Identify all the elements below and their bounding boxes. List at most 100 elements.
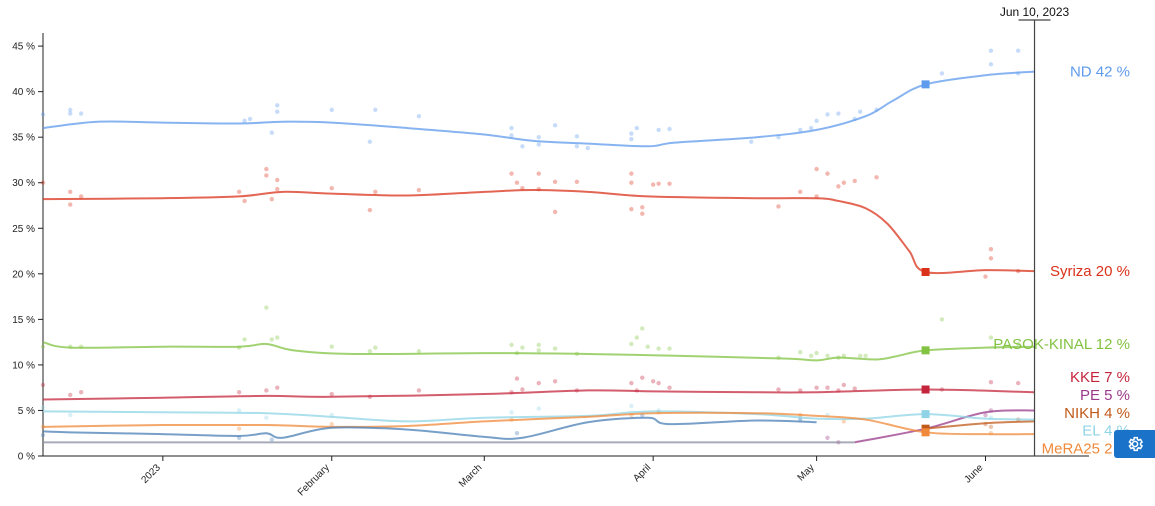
end-label-nd: ND 42 % — [1070, 64, 1130, 81]
trend-line-mera25 — [42, 411, 1035, 436]
poll-point — [656, 380, 661, 386]
poll-point — [520, 387, 525, 392]
series-value: 20 % — [1092, 263, 1130, 280]
poll-point — [808, 125, 814, 131]
poll-point — [814, 350, 819, 356]
poll-point — [857, 353, 863, 359]
y-tick-label: 5 % — [18, 406, 35, 417]
poll-point — [825, 112, 830, 117]
poll-point — [874, 175, 879, 180]
series-value: 4 % — [1100, 405, 1130, 422]
poll-point — [416, 388, 422, 393]
poll-point — [40, 382, 46, 388]
poll-point — [776, 387, 781, 392]
series-name: ND — [1070, 64, 1092, 81]
poll-point — [242, 118, 247, 124]
trend-line-pe — [854, 409, 1035, 444]
poll-point — [988, 380, 994, 385]
poll-point — [416, 114, 422, 119]
poll-point — [40, 112, 46, 117]
poll-point — [552, 379, 558, 384]
y-tick-label: 45 % — [12, 42, 35, 53]
poll-point — [645, 344, 650, 349]
poll-point — [808, 353, 814, 359]
y-tick-label: 25 % — [12, 224, 35, 235]
poll-point — [656, 346, 661, 351]
end-label-pe: PE 5 % — [1080, 387, 1130, 404]
poll-point — [640, 205, 645, 210]
poll-point — [275, 335, 280, 340]
poll-point — [552, 209, 558, 215]
poll-point — [988, 256, 994, 261]
poll-point — [78, 194, 84, 199]
poll-point — [536, 342, 541, 348]
poll-point — [629, 131, 634, 136]
poll-point — [275, 385, 280, 390]
y-tick-label: 40 % — [12, 87, 35, 98]
poll-point — [275, 177, 280, 183]
poll-point — [536, 406, 541, 411]
poll-point — [275, 186, 280, 192]
poll-point — [329, 107, 334, 113]
poll-point — [798, 349, 803, 355]
poll-point — [656, 127, 661, 133]
poll-point — [264, 166, 269, 172]
poll-point — [656, 181, 661, 186]
poll-point — [667, 126, 672, 132]
poll-point — [988, 62, 994, 67]
poll-point — [329, 391, 334, 397]
end-labels: ND 42 % Syriza 20 % PASOK-KINAL 12 % KKE 7 … — [993, 64, 1130, 458]
trend-line-pasok-kinal — [42, 341, 1035, 362]
poll-point — [749, 139, 754, 144]
poll-point — [236, 408, 242, 413]
poll-point — [988, 247, 994, 252]
date-cursor[interactable]: Jun 10, 2023 — [1000, 5, 1070, 456]
series-value: 12 % — [1092, 336, 1130, 353]
poll-point — [68, 107, 73, 113]
poll-point — [329, 344, 334, 349]
poll-point — [509, 410, 514, 415]
trend-line-syriza — [42, 189, 1035, 275]
x-tick-label: April — [631, 462, 653, 484]
poll-point — [629, 180, 634, 185]
series-name: PASOK-KINAL — [993, 336, 1092, 353]
poll-point — [509, 125, 514, 131]
poll-point — [264, 415, 269, 420]
poll-point — [634, 335, 640, 340]
trend-line-kke — [42, 388, 1035, 401]
y-tick-label: 30 % — [12, 178, 35, 189]
poll-point — [40, 432, 46, 438]
poll-point — [814, 385, 819, 390]
poll-point — [520, 144, 525, 149]
election-marker — [921, 346, 930, 355]
poll-point — [574, 144, 580, 149]
poll-point — [275, 109, 280, 114]
x-tick-label: March — [457, 462, 484, 489]
y-axis: 0 % 5 % 10 % 15 % 20 % 25 % 30 % 35 % 40 % 45 % — [12, 33, 44, 463]
poll-point — [40, 405, 46, 410]
settings-button[interactable] — [1114, 430, 1155, 458]
poll-point — [68, 202, 73, 207]
election-marker — [921, 428, 930, 437]
x-tick-label: 2023 — [139, 462, 163, 486]
end-label-syriza: Syriza 20 % — [1050, 263, 1130, 280]
poll-point — [242, 337, 247, 342]
poll-point — [373, 107, 378, 113]
poll-point — [825, 171, 830, 176]
end-label-pasok-kinal: PASOK-KINAL 12 % — [993, 336, 1130, 353]
poll-point — [247, 116, 253, 122]
poll-point — [329, 421, 334, 427]
poll-point — [367, 349, 373, 354]
y-tick-label: 35 % — [12, 133, 35, 144]
poll-point — [536, 134, 541, 140]
poll-point — [825, 435, 830, 440]
poll-point — [629, 380, 634, 386]
poll-point — [236, 426, 242, 431]
poll-point — [983, 412, 988, 418]
poll-point — [988, 48, 994, 53]
poll-point — [836, 111, 841, 116]
poll-point — [1015, 48, 1021, 53]
series-name: Syriza — [1050, 263, 1092, 280]
poll-point — [650, 182, 656, 187]
poll-point — [509, 342, 514, 348]
